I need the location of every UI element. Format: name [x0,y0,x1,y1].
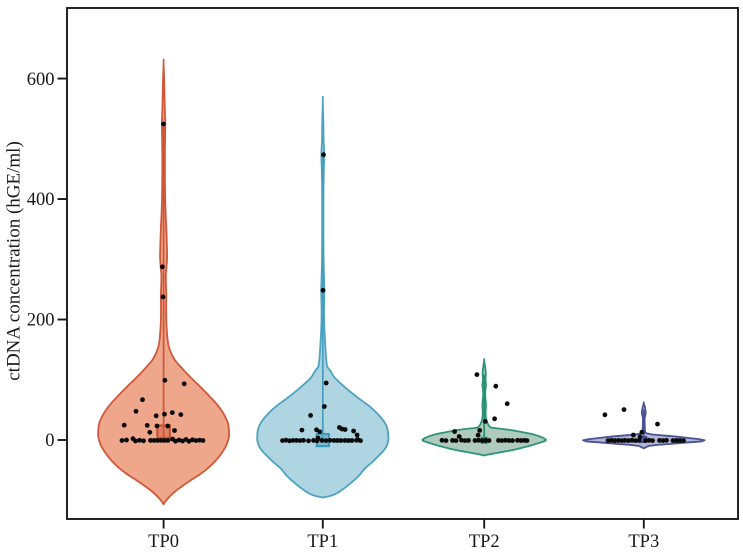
svg-text:200: 200 [27,311,55,331]
svg-text:TP1: TP1 [307,532,338,552]
svg-text:600: 600 [27,70,55,90]
svg-text:400: 400 [27,190,55,210]
svg-text:0: 0 [45,431,54,451]
svg-text:TP0: TP0 [148,532,179,552]
svg-text:TP2: TP2 [469,532,500,552]
svg-text:TP3: TP3 [628,532,659,552]
svg-text:ctDNA concentration (hGE/ml): ctDNA concentration (hGE/ml) [4,141,25,381]
